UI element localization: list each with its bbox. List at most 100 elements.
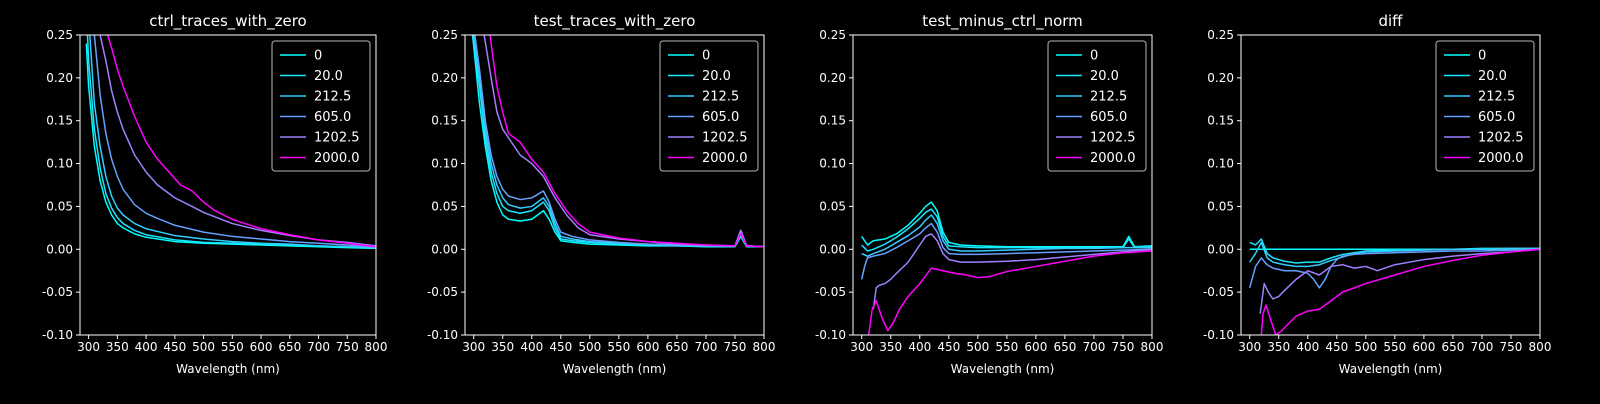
- axes-frame: [79, 34, 377, 336]
- x-tick-label: 750: [1112, 340, 1135, 354]
- x-tick-label: 600: [250, 340, 273, 354]
- series-line-3: [89, 35, 376, 249]
- x-tick-label: 700: [307, 340, 330, 354]
- series-line-6: [489, 35, 764, 248]
- series-line-1: [85, 43, 376, 250]
- y-tick-label: 0.15: [819, 114, 846, 128]
- x-tick-label: 550: [1383, 340, 1406, 354]
- x-tick-label: 700: [694, 340, 717, 354]
- y-tick-label: -0.05: [42, 285, 73, 299]
- x-tick-label: 450: [1325, 340, 1348, 354]
- chart-title: test_traces_with_zero: [534, 12, 696, 31]
- legend-label: 212.5: [1478, 90, 1515, 105]
- y-tick-label: -0.10: [42, 328, 73, 342]
- legend-label: 20.0: [1478, 69, 1507, 84]
- legend-label: 0: [702, 49, 710, 64]
- chart-panel-3: 300 350 400 450 500 550 600 650 700 750 800 -0.10 -0…: [815, 12, 1164, 376]
- legend-label: 0: [1090, 49, 1098, 64]
- legend-label: 1202.5: [1478, 131, 1524, 146]
- legend-label: 0: [1478, 49, 1486, 64]
- x-tick-label: 800: [1141, 340, 1164, 354]
- legend-label: 0: [314, 49, 322, 64]
- x-tick-label: 400: [520, 340, 543, 354]
- x-axis-label: Wavelength (nm): [176, 362, 280, 376]
- chart-title: diff: [1378, 12, 1403, 30]
- chart-title: test_minus_ctrl_norm: [922, 12, 1083, 31]
- y-tick-label: 0.25: [1207, 28, 1234, 42]
- legend-label: 1202.5: [1090, 131, 1136, 146]
- x-tick-label: 350: [491, 340, 514, 354]
- x-tick-label: 450: [549, 340, 572, 354]
- x-tick-label: 550: [995, 340, 1018, 354]
- x-tick-label: 650: [1053, 340, 1076, 354]
- y-tick-label: -0.05: [427, 285, 458, 299]
- x-tick-label: 400: [1296, 340, 1319, 354]
- y-tick-label: 0.25: [819, 28, 846, 42]
- x-tick-label: 550: [221, 340, 244, 354]
- legend-label: 2000.0: [1090, 151, 1136, 166]
- y-tick-label: 0.05: [819, 199, 846, 213]
- x-tick-label: 600: [1024, 340, 1047, 354]
- y-tick-label: 0.05: [46, 199, 73, 213]
- y-tick-label: -0.05: [1203, 285, 1234, 299]
- x-tick-label: 300: [850, 340, 873, 354]
- legend: 0 20.0 212.5 605.0 1202.5 2000.0: [1047, 40, 1147, 172]
- y-tick-label: 0.00: [431, 242, 458, 256]
- chart-panel-4: 300 350 400 450 500 550 600 650 700 750 800 -0.10 -0…: [1203, 12, 1552, 376]
- x-tick-label: 700: [1470, 340, 1493, 354]
- series-line-4: [1248, 248, 1540, 289]
- legend: 0 20.0 212.5 605.0 1202.5 2000.0: [271, 40, 371, 172]
- x-tick-label: 550: [607, 340, 630, 354]
- y-tick-label: 0.15: [1207, 114, 1234, 128]
- x-tick-label: 700: [1082, 340, 1105, 354]
- x-tick-label: 350: [1267, 340, 1290, 354]
- legend-box: [659, 40, 759, 172]
- legend-label: 1202.5: [702, 131, 748, 146]
- legend-label: 2000.0: [1478, 151, 1524, 166]
- y-tick-label: 0.10: [46, 157, 73, 171]
- x-tick-label: 800: [753, 340, 776, 354]
- y-tick-label: 0.10: [819, 157, 846, 171]
- y-tick-label: 0.15: [46, 114, 73, 128]
- series-line-4: [93, 35, 376, 248]
- x-tick-label: 500: [578, 340, 601, 354]
- legend-label: 20.0: [702, 69, 731, 84]
- series-line-5: [1259, 248, 1540, 314]
- y-tick-label: -0.10: [427, 328, 458, 342]
- series-group: [85, 35, 376, 250]
- chart-panel-2: 300 350 400 450 500 550 600 650 700 750 800 -0.10 -0…: [427, 12, 776, 376]
- y-tick-label: 0.15: [431, 114, 458, 128]
- x-tick-label: 500: [966, 340, 989, 354]
- legend-label: 212.5: [314, 90, 351, 105]
- legend-label: 605.0: [702, 110, 739, 125]
- x-axis-label: Wavelength (nm): [951, 362, 1055, 376]
- x-tick-label: 650: [1441, 340, 1464, 354]
- y-tick-label: 0.10: [431, 157, 458, 171]
- legend: 0 20.0 212.5 605.0 1202.5 2000.0: [1435, 40, 1535, 172]
- x-tick-label: 500: [1354, 340, 1377, 354]
- legend-label: 212.5: [702, 90, 739, 105]
- x-tick-label: 450: [937, 340, 960, 354]
- legend-label: 20.0: [314, 69, 343, 84]
- series-group: [1248, 238, 1540, 335]
- x-axis-label: Wavelength (nm): [1339, 362, 1443, 376]
- legend-box: [271, 40, 371, 172]
- x-axis-label: Wavelength (nm): [563, 362, 667, 376]
- y-tick-label: 0.05: [431, 199, 458, 213]
- series-line-6: [106, 35, 376, 248]
- x-tick-label: 800: [1529, 340, 1552, 354]
- series-line-2: [861, 208, 1152, 252]
- x-tick-label: 600: [1412, 340, 1435, 354]
- x-tick-label: 350: [106, 340, 129, 354]
- x-tick-label: 400: [135, 340, 158, 354]
- x-tick-label: 650: [665, 340, 688, 354]
- series-line-5: [872, 233, 1152, 310]
- y-tick-label: 0.05: [1207, 199, 1234, 213]
- x-tick-label: 500: [192, 340, 215, 354]
- legend-label: 605.0: [1478, 110, 1515, 125]
- series-line-3: [1249, 241, 1540, 268]
- y-tick-label: 0.20: [819, 71, 846, 85]
- x-tick-label: 750: [336, 340, 359, 354]
- x-tick-label: 400: [908, 340, 931, 354]
